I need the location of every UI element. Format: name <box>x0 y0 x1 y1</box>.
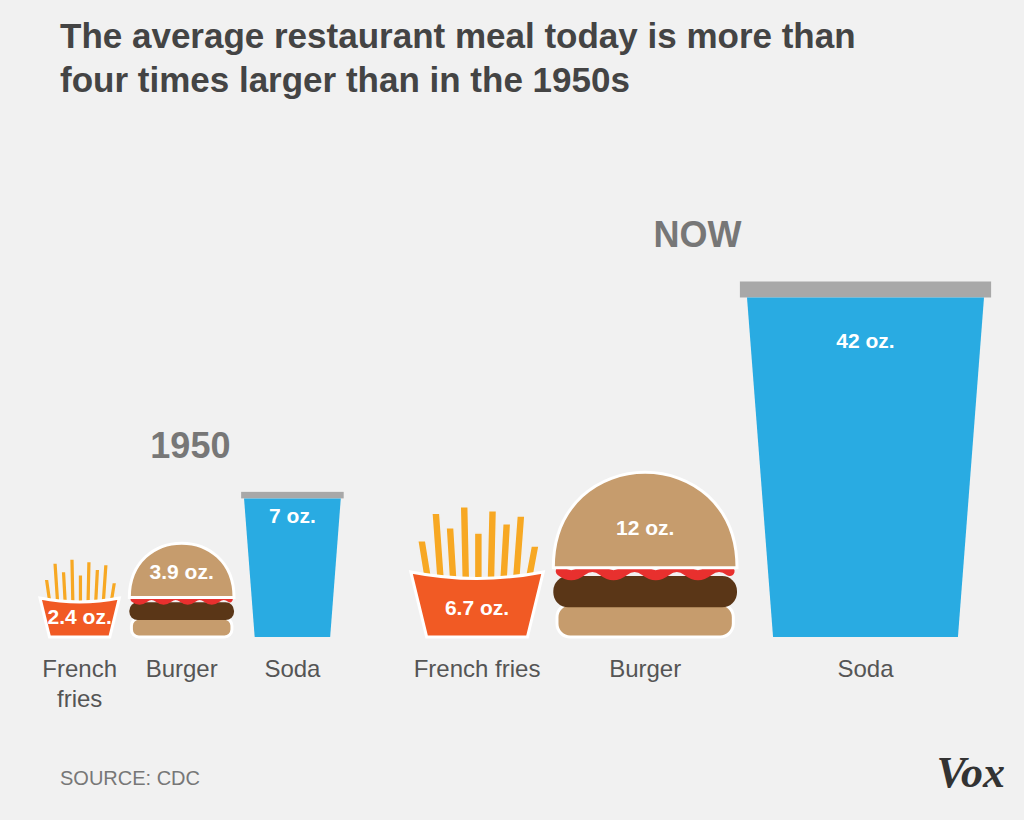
data-label: 3.9 oz. <box>150 560 214 583</box>
patty <box>129 602 234 620</box>
lid <box>241 492 344 499</box>
background <box>0 0 1024 820</box>
category-label: Burger <box>609 655 681 682</box>
category-label: Soda <box>264 655 321 682</box>
fry-stick <box>460 507 470 580</box>
pictogram <box>241 492 344 637</box>
category-line: fries <box>57 685 102 712</box>
pictogram <box>740 281 991 637</box>
data-label: 6.7 oz. <box>445 596 509 619</box>
title-line: The average restaurant meal today is mor… <box>60 16 856 55</box>
title-line: four times larger than in the 1950s <box>60 60 630 99</box>
bottom-bun <box>557 604 733 637</box>
category-label: French fries <box>42 655 117 712</box>
bottom-bun <box>131 618 232 637</box>
title: The average restaurant meal today is mor… <box>60 16 856 99</box>
data-label: 12 oz. <box>616 516 674 539</box>
category-label: Burger <box>146 655 218 682</box>
cup <box>747 297 984 637</box>
chart-root: The average restaurant meal today is mor… <box>0 0 1024 820</box>
category-label: Soda <box>837 655 894 682</box>
pictogram <box>40 559 119 637</box>
top-bun <box>129 543 234 597</box>
cup <box>244 498 341 637</box>
pictogram <box>411 507 544 637</box>
fries-box <box>411 572 544 637</box>
brand: Vox <box>937 748 1005 797</box>
data-label: 7 oz. <box>269 504 316 527</box>
fries-box <box>40 598 119 637</box>
fry-stick <box>474 533 482 580</box>
group-head: NOW <box>653 214 741 255</box>
fry-stick <box>500 524 511 580</box>
category-line: French <box>42 655 117 682</box>
fry-stick <box>86 561 92 606</box>
fry-stick <box>487 511 497 580</box>
category-label: French fries <box>414 655 541 682</box>
fry-stick <box>512 516 525 580</box>
fry-stick <box>446 528 457 580</box>
patty <box>553 576 737 607</box>
group-head: 1950 <box>150 425 230 466</box>
fry-stick <box>432 513 445 580</box>
source: SOURCE: CDC <box>60 767 200 789</box>
fry-stick <box>70 559 76 606</box>
pictogram <box>553 472 737 637</box>
lid <box>740 281 991 297</box>
pictogram <box>129 543 234 637</box>
top-bun <box>553 472 737 567</box>
data-label: 2.4 oz. <box>48 605 112 628</box>
data-label: 42 oz. <box>836 329 894 352</box>
